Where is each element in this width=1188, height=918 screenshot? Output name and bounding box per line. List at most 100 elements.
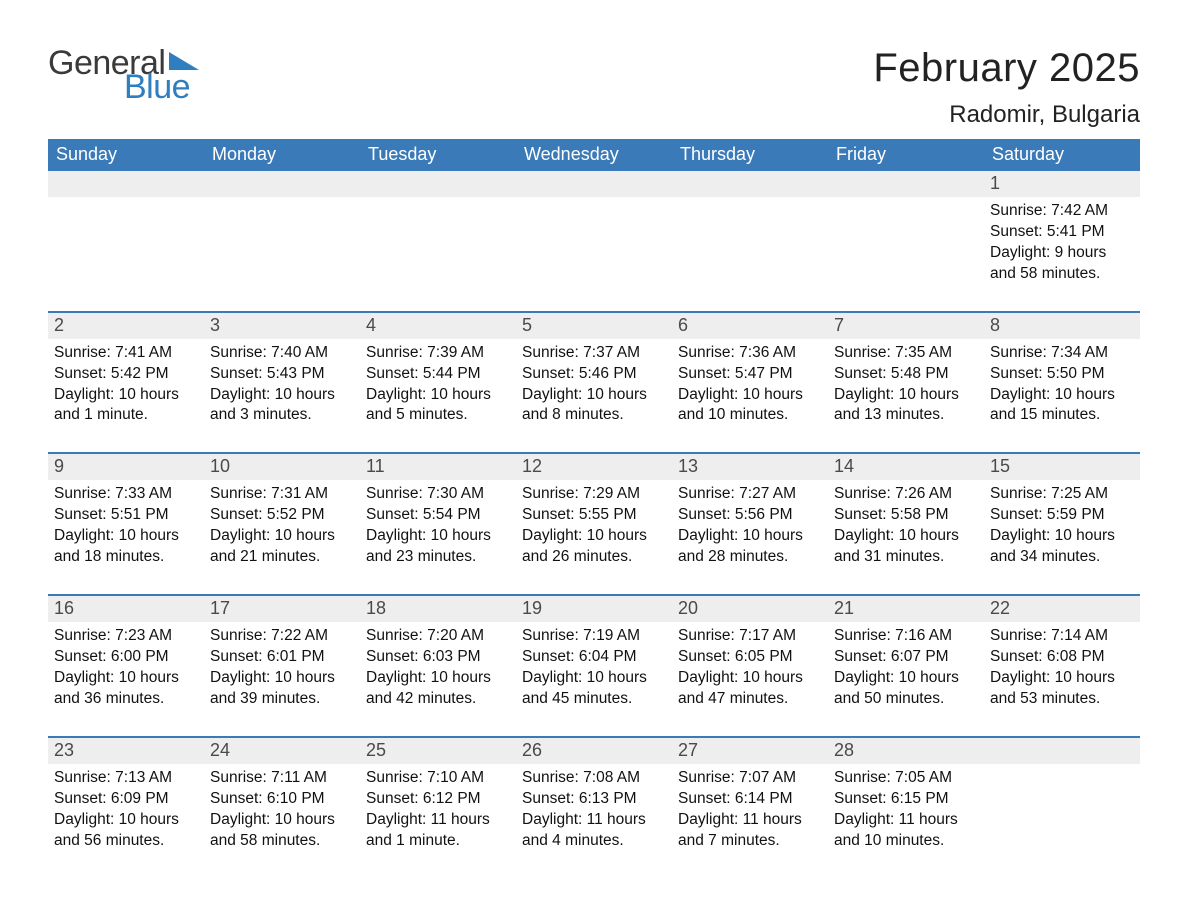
daylight-line: Daylight: 10 hours and 26 minutes.: [522, 526, 666, 568]
logo-word-blue: Blue: [124, 70, 199, 104]
day-content-row: Sunrise: 7:33 AMSunset: 5:51 PM Daylight:…: [48, 480, 1140, 570]
day-cell: Sunrise: 7:35 AMSunset: 5:48 PMDaylight:…: [828, 339, 984, 429]
daylight-line: Daylight: 10 hours and 39 minutes.: [210, 668, 354, 710]
day-number: 14: [828, 454, 984, 480]
day-cell: [984, 764, 1140, 854]
calendar-week: 2345678Sunrise: 7:41 AMSunset: 5:42 PMDa…: [48, 311, 1140, 429]
sunset-line: Sunset: 5:46 PM: [522, 364, 666, 385]
day-cell: Sunrise: 7:05 AMSunset: 6:15 PMDaylight:…: [828, 764, 984, 854]
day-number: 26: [516, 738, 672, 764]
calendar-week: 232425262728Sunrise: 7:13 AMSunset: 6:09…: [48, 736, 1140, 854]
sunrise-line: Sunrise: 7:39 AM: [366, 343, 510, 364]
sunrise-line: Sunrise: 7:29 AM: [522, 484, 666, 505]
sunrise-line: Sunrise: 7:22 AM: [210, 626, 354, 647]
day-cell: Sunrise: 7:19 AMSunset: 6:04 PMDaylight:…: [516, 622, 672, 712]
day-cell: Sunrise: 7:39 AMSunset: 5:44 PMDaylight:…: [360, 339, 516, 429]
sunrise-line: Sunrise: 7:25 AM: [990, 484, 1134, 505]
day-number-row: 1: [48, 171, 1140, 197]
sunrise-line: Sunrise: 7:20 AM: [366, 626, 510, 647]
sunrise-line: Sunrise: 7:14 AM: [990, 626, 1134, 647]
sunrise-line: Sunrise: 7:10 AM: [366, 768, 510, 789]
sunset-line: Sunset: 6:01 PM: [210, 647, 354, 668]
day-cell: [48, 197, 204, 287]
sunrise-line: Sunrise: 7:34 AM: [990, 343, 1134, 364]
sunrise-line: Sunrise: 7:16 AM: [834, 626, 978, 647]
sunrise-line: Sunrise: 7:08 AM: [522, 768, 666, 789]
weekday-header: Sunday: [48, 139, 204, 171]
sunrise-line: Sunrise: 7:07 AM: [678, 768, 822, 789]
weekday-header: Wednesday: [516, 139, 672, 171]
day-number-row: 2345678: [48, 313, 1140, 339]
day-cell: [204, 197, 360, 287]
day-number: 10: [204, 454, 360, 480]
sunset-line: Sunset: 5:52 PM: [210, 505, 354, 526]
sunrise-line: Sunrise: 7:26 AM: [834, 484, 978, 505]
calendar-week: 9101112131415Sunrise: 7:33 AMSunset: 5:5…: [48, 452, 1140, 570]
day-cell: Sunrise: 7:26 AMSunset: 5:58 PMDaylight:…: [828, 480, 984, 570]
sunset-line: Sunset: 5:54 PM: [366, 505, 510, 526]
day-content-row: Sunrise: 7:41 AMSunset: 5:42 PMDaylight:…: [48, 339, 1140, 429]
daylight-line: Daylight: 10 hours and 31 minutes.: [834, 526, 978, 568]
sunrise-line: Sunrise: 7:17 AM: [678, 626, 822, 647]
sunset-line: Sunset: 5:59 PM: [990, 505, 1134, 526]
day-number: 6: [672, 313, 828, 339]
daylight-line: Daylight: 10 hours and 3 minutes.: [210, 385, 354, 427]
day-cell: Sunrise: 7:22 AMSunset: 6:01 PMDaylight:…: [204, 622, 360, 712]
day-number: 25: [360, 738, 516, 764]
calendar: SundayMondayTuesdayWednesdayThursdayFrid…: [48, 139, 1140, 853]
sunset-line: Sunset: 5:55 PM: [522, 505, 666, 526]
daylight-line: Daylight: 10 hours and 42 minutes.: [366, 668, 510, 710]
daylight-line: Daylight: 10 hours and 45 minutes.: [522, 668, 666, 710]
sunrise-line: Sunrise: 7:33 AM: [54, 484, 198, 505]
daylight-line: Daylight: 10 hours and 28 minutes.: [678, 526, 822, 568]
weekday-header: Saturday: [984, 139, 1140, 171]
sunrise-line: Sunrise: 7:05 AM: [834, 768, 978, 789]
day-cell: Sunrise: 7:23 AMSunset: 6:00 PMDaylight:…: [48, 622, 204, 712]
sunset-line: Sunset: 6:10 PM: [210, 789, 354, 810]
day-number: 4: [360, 313, 516, 339]
weekday-header: Monday: [204, 139, 360, 171]
day-cell: Sunrise: 7:27 AMSunset: 5:56 PMDaylight:…: [672, 480, 828, 570]
daylight-line: Daylight: 10 hours and 21 minutes.: [210, 526, 354, 568]
sunset-line: Sunset: 6:13 PM: [522, 789, 666, 810]
day-cell: Sunrise: 7:07 AMSunset: 6:14 PMDaylight:…: [672, 764, 828, 854]
weekday-header: Friday: [828, 139, 984, 171]
day-number: [48, 171, 204, 197]
sunrise-line: Sunrise: 7:23 AM: [54, 626, 198, 647]
day-cell: Sunrise: 7:14 AMSunset: 6:08 PMDaylight:…: [984, 622, 1140, 712]
sunrise-line: Sunrise: 7:30 AM: [366, 484, 510, 505]
day-number-row: 16171819202122: [48, 596, 1140, 622]
day-cell: Sunrise: 7:20 AMSunset: 6:03 PMDaylight:…: [360, 622, 516, 712]
sunset-line: Sunset: 5:41 PM: [990, 222, 1134, 243]
day-cell: Sunrise: 7:10 AMSunset: 6:12 PMDaylight:…: [360, 764, 516, 854]
daylight-line: Daylight: 10 hours and 34 minutes.: [990, 526, 1134, 568]
location-label: Radomir, Bulgaria: [873, 101, 1140, 129]
sunrise-line: Sunrise: 7:42 AM: [990, 201, 1134, 222]
sunset-line: Sunset: 6:09 PM: [54, 789, 198, 810]
day-number: 22: [984, 596, 1140, 622]
weekday-header: Thursday: [672, 139, 828, 171]
daylight-line: Daylight: 10 hours and 1 minute.: [54, 385, 198, 427]
daylight-line: Daylight: 11 hours and 7 minutes.: [678, 810, 822, 852]
day-number: 3: [204, 313, 360, 339]
sunset-line: Sunset: 5:42 PM: [54, 364, 198, 385]
sunrise-line: Sunrise: 7:37 AM: [522, 343, 666, 364]
day-number: 7: [828, 313, 984, 339]
sunset-line: Sunset: 6:05 PM: [678, 647, 822, 668]
sunset-line: Sunset: 6:03 PM: [366, 647, 510, 668]
sunset-line: Sunset: 5:47 PM: [678, 364, 822, 385]
sunset-line: Sunset: 5:58 PM: [834, 505, 978, 526]
daylight-line: Daylight: 9 hours and 58 minutes.: [990, 243, 1134, 285]
sunrise-line: Sunrise: 7:41 AM: [54, 343, 198, 364]
sunrise-line: Sunrise: 7:31 AM: [210, 484, 354, 505]
day-number: 8: [984, 313, 1140, 339]
sunset-line: Sunset: 5:51 PM: [54, 505, 198, 526]
daylight-line: Daylight: 11 hours and 1 minute.: [366, 810, 510, 852]
sunset-line: Sunset: 5:50 PM: [990, 364, 1134, 385]
daylight-line: Daylight: 10 hours and 5 minutes.: [366, 385, 510, 427]
day-number: [828, 171, 984, 197]
day-number: 27: [672, 738, 828, 764]
sunset-line: Sunset: 6:07 PM: [834, 647, 978, 668]
day-cell: Sunrise: 7:34 AMSunset: 5:50 PMDaylight:…: [984, 339, 1140, 429]
sunrise-line: Sunrise: 7:27 AM: [678, 484, 822, 505]
